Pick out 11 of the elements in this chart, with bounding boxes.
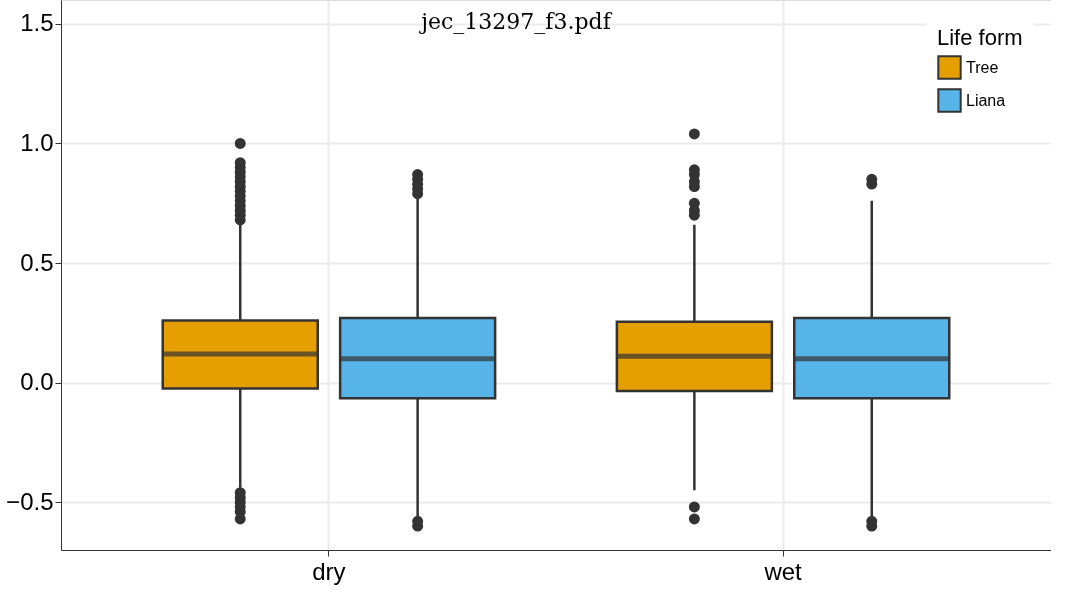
y-tick-label: 0.5 bbox=[20, 248, 54, 276]
x-tick-label: wet bbox=[763, 557, 803, 585]
y-tick-label: −0.5 bbox=[6, 487, 54, 515]
legend-label: Tree bbox=[966, 58, 999, 76]
y-tick-label: 1.0 bbox=[20, 128, 54, 156]
y-tick-label: 0.0 bbox=[20, 368, 54, 396]
x-tick-label: dry bbox=[312, 557, 346, 585]
legend-title: Life form bbox=[937, 25, 1023, 50]
legend-label: Liana bbox=[966, 91, 1006, 109]
annotation: jec_13297_f3.pdf bbox=[418, 9, 613, 34]
y-tick-label: 1.5 bbox=[20, 9, 54, 37]
